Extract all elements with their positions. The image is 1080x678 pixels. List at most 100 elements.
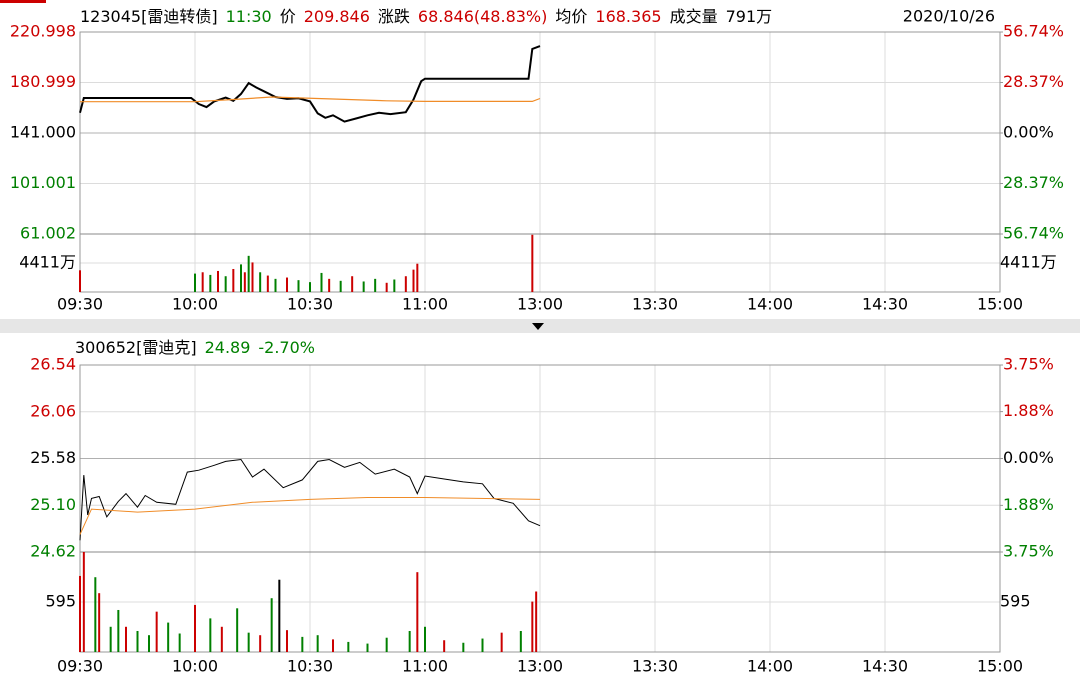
volume-bar bbox=[109, 626, 112, 652]
x-tick-label: 14:30 bbox=[862, 295, 908, 314]
volume-bar bbox=[79, 575, 81, 652]
volume-bar bbox=[366, 643, 369, 652]
volume-bar bbox=[309, 282, 311, 292]
volume-bar bbox=[247, 255, 250, 292]
x-tick-label: 14:30 bbox=[862, 657, 908, 676]
volume-bar bbox=[270, 598, 273, 652]
y-tick-label: 26.54 bbox=[30, 355, 76, 374]
y2-tick-label: 56.74% bbox=[1003, 22, 1064, 41]
header-item: 11:30 bbox=[226, 7, 272, 26]
header-item: 成交量 bbox=[670, 7, 718, 26]
x-tick-label: 13:00 bbox=[517, 295, 563, 314]
header: 123045[雷迪转债] 11:30 价 209.846 涨跌 68.846(48.83%… bbox=[80, 7, 772, 26]
volume-bar bbox=[362, 281, 365, 292]
divider-arrow[interactable] bbox=[532, 323, 544, 330]
header-item: 68.846(48.83%) bbox=[418, 7, 547, 26]
volume-bar bbox=[217, 270, 219, 292]
x-tick-label: 13:00 bbox=[517, 657, 563, 676]
y2-tick-label: 3.75% bbox=[1003, 542, 1054, 561]
volume-bar bbox=[209, 274, 212, 292]
y2-tick-label: 3.75% bbox=[1003, 355, 1054, 374]
volume-bar bbox=[328, 278, 331, 292]
x-tick-label: 09:30 bbox=[57, 657, 103, 676]
price-line bbox=[79, 458, 541, 541]
volume-bar bbox=[136, 630, 139, 652]
y-tick-label: 61.002 bbox=[20, 224, 76, 243]
header-item: 123045[雷迪转债] bbox=[80, 7, 218, 26]
volume-bar bbox=[500, 632, 503, 652]
x-tick-label: 10:30 bbox=[287, 657, 333, 676]
volume-bar bbox=[531, 601, 534, 652]
y-tick-label: 24.62 bbox=[30, 542, 76, 561]
volume-bar bbox=[236, 608, 239, 652]
volume-bar bbox=[167, 622, 170, 652]
volume-bar bbox=[194, 604, 196, 652]
volume-bar bbox=[404, 276, 407, 292]
plot-frame bbox=[79, 31, 1001, 293]
volume-bar bbox=[462, 642, 465, 652]
header-item: 均价 bbox=[555, 7, 587, 26]
y-tick-label: 220.998 bbox=[10, 22, 76, 41]
volume-bar bbox=[178, 633, 181, 652]
y-tick-label: 141.000 bbox=[10, 123, 76, 142]
volume-bar bbox=[220, 626, 223, 652]
volume-bar bbox=[481, 638, 484, 652]
header-item: -2.70% bbox=[258, 338, 315, 357]
x-tick-label: 14:00 bbox=[747, 657, 793, 676]
x-tick-label: 09:30 bbox=[57, 295, 103, 314]
volume-tick-label: 4411万 bbox=[19, 253, 76, 272]
volume-bar bbox=[274, 278, 277, 292]
x-tick-label: 10:30 bbox=[287, 295, 333, 314]
volume-bar bbox=[286, 277, 288, 292]
price-line bbox=[80, 96, 541, 103]
volume-bar bbox=[351, 276, 354, 292]
volume-bar bbox=[339, 280, 342, 292]
price-line bbox=[79, 45, 541, 123]
tab-marker bbox=[0, 0, 46, 3]
y-tick-label: 25.10 bbox=[30, 495, 76, 514]
header-item: 209.846 bbox=[304, 7, 370, 26]
volume-bar bbox=[117, 609, 120, 652]
volume-bar bbox=[98, 593, 101, 652]
volume-bar bbox=[148, 635, 150, 652]
x-tick-label: 10:00 bbox=[172, 657, 218, 676]
header: 300652[雷迪克] 24.89 -2.70% bbox=[75, 338, 315, 357]
y-tick-label: 180.999 bbox=[10, 72, 76, 91]
volume-bar bbox=[385, 282, 388, 292]
volume-bar bbox=[243, 272, 246, 292]
volume-bar bbox=[408, 630, 411, 652]
y-tick-label: 101.001 bbox=[10, 173, 76, 192]
y2-tick-label: 56.74% bbox=[1003, 224, 1064, 243]
volume-bar bbox=[259, 272, 262, 292]
volume-bar bbox=[155, 611, 158, 652]
x-tick-label: 13:30 bbox=[632, 295, 678, 314]
volume-bar bbox=[301, 636, 304, 652]
volume-bar bbox=[535, 591, 538, 652]
volume-bar bbox=[194, 273, 196, 292]
x-tick-label: 11:00 bbox=[402, 657, 448, 676]
header-item: 24.89 bbox=[205, 338, 251, 357]
header-item: 价 bbox=[280, 7, 296, 26]
x-tick-label: 15:00 bbox=[977, 295, 1023, 314]
volume-bar bbox=[332, 639, 334, 652]
volume-bar bbox=[347, 641, 350, 652]
volume-bar bbox=[224, 276, 227, 292]
y2-tick-label: 1.88% bbox=[1003, 495, 1054, 514]
plot-frame bbox=[79, 364, 1001, 653]
y2-tick-label: 1.88% bbox=[1003, 401, 1054, 420]
header-item: 300652[雷迪克] bbox=[75, 338, 197, 357]
volume-bar bbox=[393, 279, 396, 292]
volume-bar bbox=[424, 626, 426, 652]
y2-tick-label: 28.37% bbox=[1003, 72, 1064, 91]
date: 2020/10/26 bbox=[903, 7, 995, 26]
volume-bar bbox=[416, 263, 419, 292]
volume-bar bbox=[209, 618, 212, 652]
volume-bar bbox=[531, 234, 534, 292]
volume-tick-label: 4411万 bbox=[1000, 253, 1057, 272]
x-tick-label: 11:00 bbox=[402, 295, 448, 314]
volume-tick-label: 595 bbox=[1000, 592, 1031, 611]
volume-bar bbox=[443, 640, 446, 652]
volume-bar bbox=[385, 637, 388, 652]
volume-bar bbox=[416, 572, 419, 652]
